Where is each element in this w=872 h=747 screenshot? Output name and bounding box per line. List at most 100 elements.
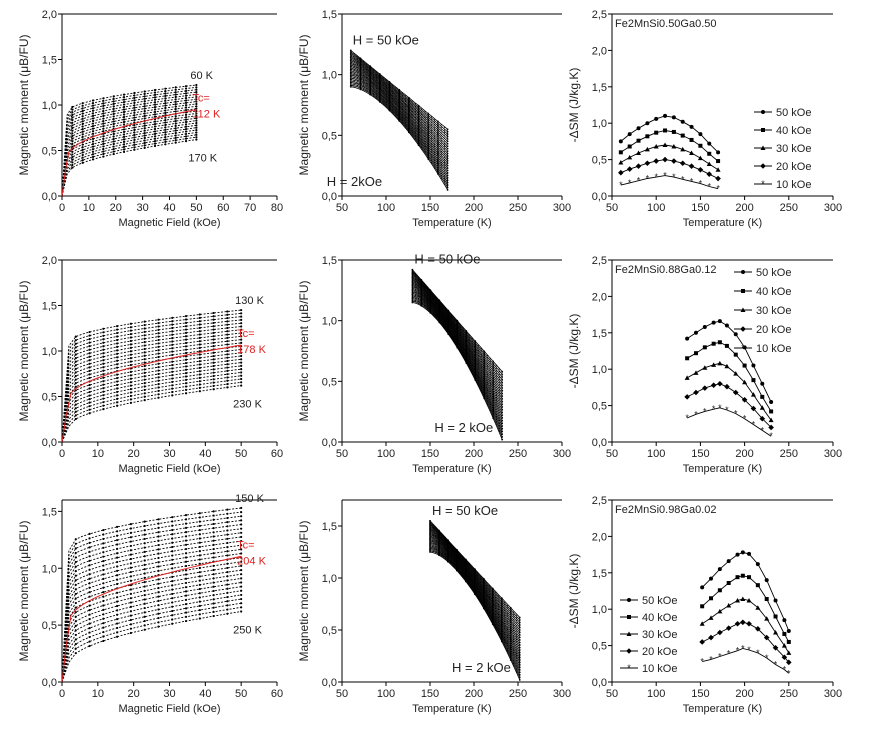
x-tick-label: 150 [691, 448, 709, 460]
data-point [184, 594, 188, 597]
legend-marker: * [627, 663, 631, 673]
series-point [735, 597, 741, 603]
series-point: * [718, 652, 722, 662]
data-point [157, 616, 160, 620]
isotherm-curve [61, 312, 242, 443]
data-point [212, 358, 215, 361]
series-point [707, 151, 712, 156]
data-point [122, 100, 126, 104]
series-point: * [743, 414, 747, 424]
top-temperature-label: 150 K [235, 493, 264, 505]
y-tick-label: 0,0 [592, 437, 607, 449]
x-tick-label: 300 [824, 688, 842, 700]
data-point [164, 131, 167, 134]
series-point [751, 363, 756, 368]
data-point [153, 130, 157, 133]
series-point: * [637, 176, 641, 186]
composition-title: Fe2MnSi0.50Ga0.50 [615, 18, 717, 30]
series-line [701, 598, 790, 654]
x-tick-label: 200 [735, 202, 753, 214]
y-tick-label: 1,5 [42, 506, 57, 518]
isofield-curve [412, 302, 503, 440]
x-axis-label: Magnetic Field (kOe) [118, 463, 220, 475]
x-tick-label: 50 [606, 202, 618, 214]
y-tick-label: 0,0 [322, 437, 337, 449]
series-point [724, 323, 729, 328]
data-point [240, 585, 243, 588]
y-tick-label: 1,0 [42, 563, 57, 575]
legend-marker [627, 615, 631, 619]
x-tick-label: 60 [271, 688, 283, 700]
isotherm-curve [61, 129, 197, 197]
series-line [701, 621, 790, 663]
series-line [702, 648, 790, 674]
data-point [157, 595, 160, 598]
series-point: * [769, 431, 773, 441]
series-point [733, 352, 738, 357]
panel-p21: 0 10 20 30 40 50 60 0,0 0,5 1,0 1,5 2,0 Magnetic Fie… [17, 255, 283, 475]
data-point [226, 376, 229, 379]
data-point [240, 315, 243, 318]
y-tick-label: 1,5 [592, 328, 607, 340]
data-point [129, 601, 133, 604]
data-point [184, 321, 188, 324]
data-point [212, 589, 215, 593]
data-point [212, 585, 215, 588]
series-point: * [646, 174, 650, 184]
data-point [226, 587, 229, 590]
series-point [715, 175, 721, 182]
series-point: * [712, 404, 716, 414]
data-point [129, 523, 133, 526]
data-point [184, 137, 188, 140]
y-tick-label: 1,5 [592, 82, 607, 94]
series-point: * [654, 172, 658, 182]
series-point [709, 596, 714, 601]
series-point [786, 659, 792, 666]
data-point [195, 98, 198, 101]
x-tick-label: 50 [336, 688, 348, 700]
data-point [174, 103, 177, 106]
isofield-curve [350, 50, 448, 130]
x-tick-label: 300 [553, 202, 571, 214]
x-tick-label: 250 [780, 688, 798, 700]
y-tick-label: 1,0 [42, 346, 57, 358]
series-point: * [752, 420, 756, 430]
series-point [671, 158, 677, 164]
series-point [717, 319, 722, 324]
x-tick-label: 200 [735, 448, 753, 460]
series-point [750, 405, 757, 412]
data-point [226, 353, 229, 356]
data-point [116, 349, 119, 352]
data-point [212, 318, 215, 321]
data-point [240, 341, 243, 344]
data-point [226, 320, 229, 323]
data-point [226, 343, 229, 346]
top-temperature-label: 60 K [190, 70, 213, 82]
tc-label: Tc= [237, 328, 254, 340]
data-point [240, 564, 243, 568]
series-point [636, 150, 642, 156]
series-point: * [628, 178, 632, 188]
series-point [717, 360, 723, 366]
series-point [626, 166, 633, 172]
series-point [786, 639, 791, 644]
series-point [782, 618, 787, 623]
x-axis-label: Temperature (K) [683, 703, 762, 715]
data-point [102, 352, 105, 355]
data-point [143, 354, 146, 357]
series-point [747, 551, 752, 556]
series-point: * [725, 405, 729, 415]
data-point [212, 602, 215, 605]
data-point [198, 313, 201, 316]
data-point [164, 111, 167, 114]
tc-value: 204 K [237, 555, 266, 567]
isofield-curve [412, 291, 503, 418]
series-point [773, 614, 778, 619]
legend-label: 40 kOe [642, 612, 677, 624]
data-point [143, 134, 146, 137]
series-point [693, 389, 699, 396]
series-point [635, 163, 642, 169]
data-point [226, 313, 229, 316]
data-point [198, 356, 201, 359]
data-point [198, 512, 201, 515]
